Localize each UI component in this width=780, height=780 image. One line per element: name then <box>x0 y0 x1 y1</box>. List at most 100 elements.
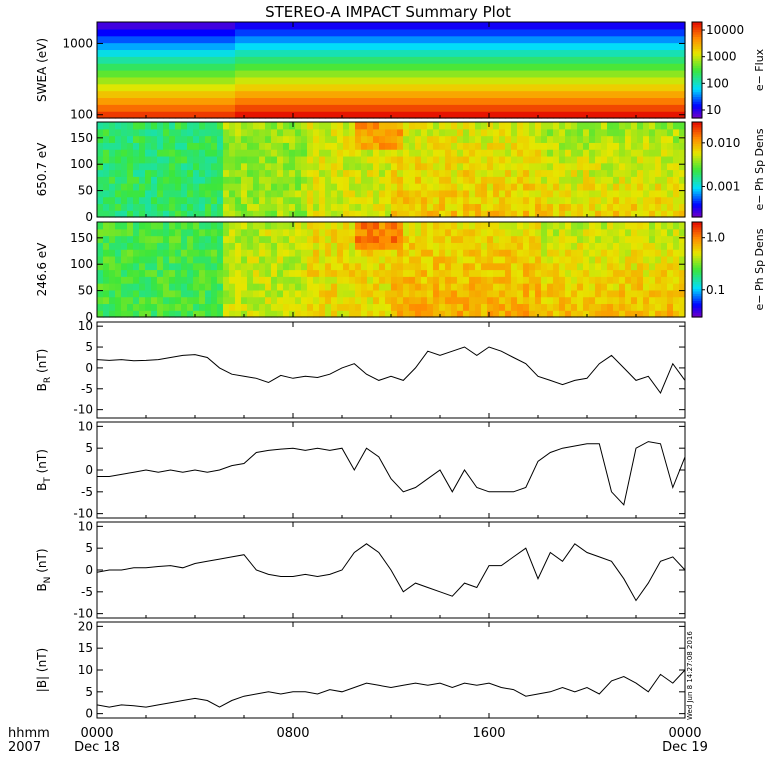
heatmap-cell <box>97 135 104 143</box>
heatmap-cell <box>451 276 458 284</box>
heatmap-cell <box>277 289 284 298</box>
heatmap-cell <box>109 210 116 218</box>
heatmap-cell <box>331 176 338 184</box>
heatmap-cell <box>391 196 398 205</box>
heatmap-cell <box>355 235 362 243</box>
heatmap-cell <box>175 162 182 171</box>
heatmap-cell <box>217 35 224 44</box>
heatmap-cell <box>97 122 104 130</box>
heatmap-cell <box>277 35 284 44</box>
heatmap-cell <box>349 76 356 85</box>
colorbar-segment <box>692 224 702 228</box>
heatmap-cell <box>373 249 380 257</box>
heatmap-cell <box>523 162 530 171</box>
heatmap-cell <box>343 122 350 130</box>
heatmap-cell <box>379 135 386 143</box>
heatmap-cell <box>271 22 278 30</box>
heatmap-cell <box>643 296 650 305</box>
heatmap-cell <box>547 149 554 157</box>
heatmap-cell <box>205 162 212 171</box>
heatmap-cell <box>505 176 512 184</box>
heatmap-cell <box>241 235 248 243</box>
heatmap-cell <box>205 56 212 64</box>
heatmap-cell <box>277 63 284 71</box>
heatmap-cell <box>151 70 158 78</box>
heatmap-cell <box>397 189 404 198</box>
heatmap-cell <box>409 276 416 284</box>
heatmap-cell <box>463 42 470 51</box>
heatmap-cell <box>607 122 614 130</box>
heatmap-cell <box>517 97 524 105</box>
heatmap-cell <box>271 283 278 291</box>
heatmap-cell <box>313 210 320 218</box>
heatmap-cell <box>127 56 134 64</box>
heatmap-cell <box>427 63 434 71</box>
heatmap-cell <box>673 104 680 112</box>
heatmap-cell <box>355 49 362 57</box>
heatmap-cell <box>253 228 260 237</box>
heatmap-cell <box>667 104 674 112</box>
heatmap-cell <box>307 142 314 150</box>
heatmap-cell <box>457 42 464 51</box>
heatmap-cell <box>109 97 116 105</box>
heatmap-cell <box>589 135 596 143</box>
heatmap-cell <box>265 149 272 157</box>
heatmap-cell <box>469 242 476 250</box>
heatmap-cell <box>163 111 170 119</box>
heatmap-cell <box>229 104 236 112</box>
heatmap-cell <box>487 310 494 318</box>
heatmap-cell <box>361 203 368 211</box>
heatmap-cell <box>163 49 170 57</box>
heatmap-cell <box>637 203 644 211</box>
heatmap-cell <box>463 262 470 271</box>
heatmap-cell <box>535 42 542 51</box>
heatmap-cell <box>433 142 440 150</box>
heatmap-cell <box>193 176 200 184</box>
colorbar-segment <box>692 190 702 194</box>
heatmap-cell <box>463 63 470 71</box>
heatmap-cell <box>655 142 662 150</box>
heatmap-cell <box>187 183 194 191</box>
heatmap-cell <box>313 22 320 30</box>
heatmap-cell <box>187 210 194 218</box>
heatmap-cell <box>409 242 416 250</box>
heatmap-cell <box>379 70 386 78</box>
heatmap-cell <box>583 70 590 78</box>
heatmap-cell <box>577 262 584 271</box>
heatmap-cell <box>205 249 212 257</box>
heatmap-cell <box>97 28 104 37</box>
heatmap-cell <box>127 289 134 298</box>
heatmap-cell <box>187 104 194 112</box>
heatmap-cell <box>439 203 446 211</box>
heatmap-cell <box>457 76 464 85</box>
heatmap-cell <box>157 76 164 85</box>
heatmap-cell <box>367 276 374 284</box>
heatmap-cell <box>151 303 158 311</box>
heatmap-cell <box>253 155 260 164</box>
heatmap-cell <box>211 296 218 305</box>
heatmap-cell <box>367 42 374 51</box>
heatmap-cell <box>595 63 602 71</box>
heatmap-cell <box>679 122 686 130</box>
heatmap-cell <box>163 155 170 164</box>
heatmap-cell <box>505 122 512 130</box>
heatmap-cell <box>229 269 236 277</box>
heatmap-cell <box>157 122 164 130</box>
heatmap-cell <box>565 242 572 250</box>
heatmap-cell <box>175 90 182 99</box>
colorbar-segment <box>692 46 702 49</box>
heatmap-cell <box>145 22 152 30</box>
heatmap-cell <box>553 122 560 130</box>
heatmap-cell <box>337 169 344 177</box>
heatmap-cell <box>115 189 122 198</box>
heatmap-cell <box>169 249 176 257</box>
heatmap-cell <box>481 111 488 119</box>
heatmap-cell <box>343 203 350 211</box>
heatmap-cell <box>373 111 380 119</box>
heatmap-cell <box>277 162 284 171</box>
heatmap-cell <box>349 296 356 305</box>
heatmap-cell <box>427 228 434 237</box>
heatmap-cell <box>331 56 338 64</box>
heatmap-cell <box>469 90 476 99</box>
heatmap-cell <box>175 235 182 243</box>
